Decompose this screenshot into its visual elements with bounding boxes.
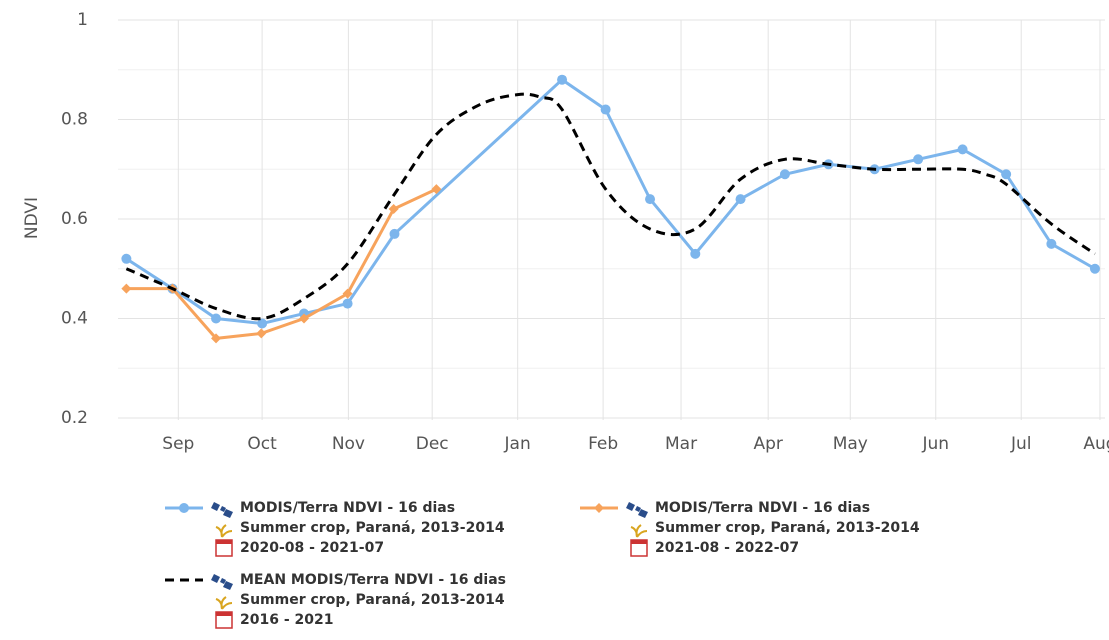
x-tick-label: Feb [588,434,618,454]
legend-marker [179,503,189,513]
point [779,169,790,180]
x-tick-label: Jan [504,434,531,454]
series-line [125,92,1096,321]
x-tick-label: Mar [665,434,697,454]
point [690,248,701,259]
point [735,194,746,205]
crop-icon [630,524,648,538]
x-tick-label: Oct [247,434,277,454]
x-tick-label: Apr [753,434,782,454]
legend-detail: 2016 - 2021 [240,612,334,628]
point [1001,169,1012,180]
point [342,298,353,309]
point [1046,238,1057,249]
point [600,104,611,115]
satellite-icon [211,574,233,590]
y-tick-label: 0.8 [61,110,88,130]
x-tick-label: Sep [162,434,194,454]
point [1089,263,1100,274]
satellite-icon [211,502,233,518]
series-line [126,187,438,340]
satellite-icon [626,502,648,518]
legend: MODIS/Terra NDVI - 16 dias Summer crop, P… [165,500,920,629]
point [299,313,310,324]
y-tick-label: 1 [77,10,88,30]
crop-icon [215,596,233,610]
point [211,313,222,324]
x-tick-label: Aug [1083,434,1109,454]
point [557,74,568,85]
x-tick-label: Jul [1010,434,1032,454]
x-tick-label: Jun [921,434,949,454]
legend-detail: Summer crop, Paraná, 2013-2014 [240,592,505,608]
legend-label: MODIS/Terra NDVI - 16 dias [240,500,455,516]
legend-detail: Summer crop, Paraná, 2013-2014 [655,520,920,536]
calendar-icon-top [216,540,232,544]
point [121,283,132,294]
point [121,253,132,264]
point [431,184,442,195]
point [211,333,222,344]
x-tick-label: May [833,434,868,454]
point [913,154,924,165]
legend-marker [594,503,604,513]
point [389,228,400,239]
point [342,288,353,299]
x-tick-label: Dec [416,434,449,454]
point [957,144,968,155]
crop-icon [215,524,233,538]
legend-detail: 2021-08 - 2022-07 [655,540,799,556]
point [645,194,656,205]
legend-detail: Summer crop, Paraná, 2013-2014 [240,520,505,536]
x-tick-label: Nov [332,434,365,454]
series-line [125,77,1096,326]
legend-label: MEAN MODIS/Terra NDVI - 16 dias [240,572,506,588]
calendar-icon-top [631,540,647,544]
point [256,328,267,339]
calendar-icon-top [216,612,232,616]
y-axis-label: NDVI [22,197,42,239]
point [257,318,268,329]
plot-area: 0.2 0.4 0.6 0.8 1 Sep Oct Nov Dec Jan Feb Mar Apr May… [61,10,1109,454]
y-tick-label: 0.4 [61,309,88,329]
point [388,204,399,215]
legend-detail: 2020-08 - 2021-07 [240,540,384,556]
y-tick-label: 0.6 [61,209,88,229]
legend-label: MODIS/Terra NDVI - 16 dias [655,500,870,516]
y-tick-label: 0.2 [61,408,88,428]
